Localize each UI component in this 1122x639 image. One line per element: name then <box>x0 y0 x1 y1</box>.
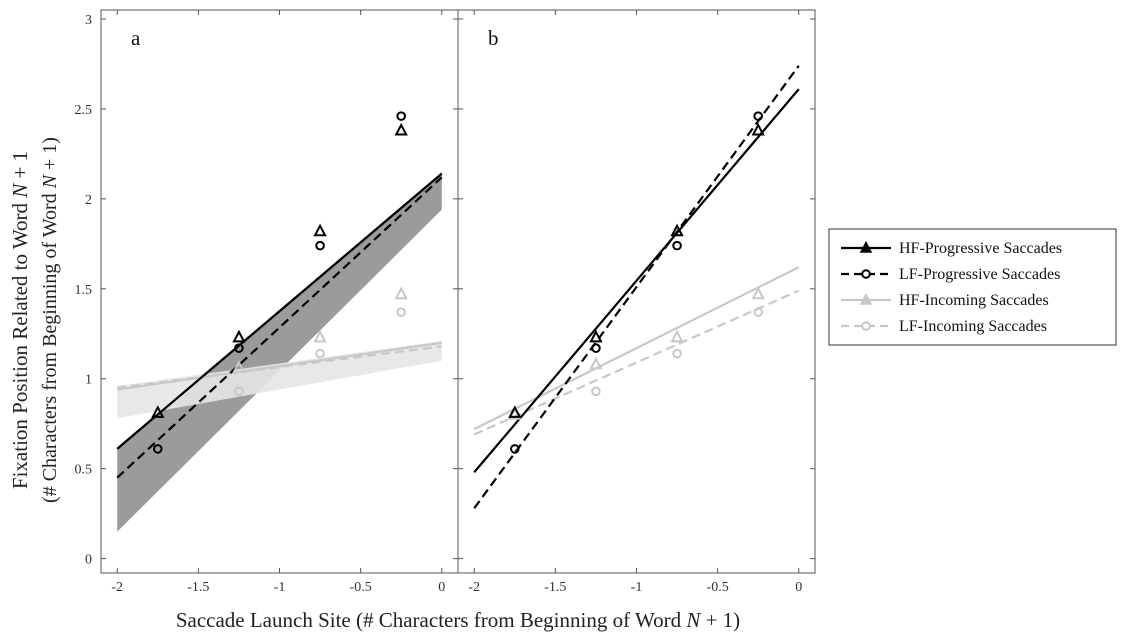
point-hf_progressive-a-3 <box>394 122 408 136</box>
x-axis-title: Saccade Launch Site (# Characters from B… <box>176 608 740 632</box>
y-tick-label-0: 0 <box>85 553 92 568</box>
line-lf_progressive-a <box>116 176 443 479</box>
line-hf_incoming-b <box>473 266 800 431</box>
legend-item-lf_incoming: LF-Incoming Saccades <box>841 318 1047 335</box>
legend-item-hf_incoming: HF-Incoming Saccades <box>841 292 1049 309</box>
point-hf_progressive-b-3 <box>751 122 765 136</box>
legend-label-hf_progressive: HF-Progressive Saccades <box>899 240 1062 257</box>
point-lf_progressive-a-2 <box>315 240 325 251</box>
legend-label-hf_incoming: HF-Incoming Saccades <box>899 292 1049 309</box>
legend-item-lf_progressive: LF-Progressive Saccades <box>841 266 1060 283</box>
x-tick-label-a-3: -0.5 <box>350 580 372 595</box>
y-tick-label-2: 1 <box>85 373 92 388</box>
legend-label-lf_progressive: LF-Progressive Saccades <box>899 266 1060 283</box>
line-hf_progressive-a <box>116 172 443 450</box>
line-hf_progressive-b <box>473 88 800 473</box>
y-tick-label-3: 1.5 <box>75 283 93 298</box>
point-hf_incoming-a-1 <box>313 329 327 343</box>
y-tick-label-5: 2.5 <box>75 103 93 118</box>
band-progressive-a <box>117 171 442 532</box>
legend: HF-Progressive Saccades LF-Progressive Sa… <box>828 228 1117 346</box>
point-lf_progressive-a-0 <box>152 444 163 454</box>
panel-label-a: a <box>131 26 141 50</box>
x-tick-label-b-2: -1 <box>631 580 643 595</box>
point-hf_progressive-b-0 <box>508 405 522 418</box>
point-hf_incoming-b-1 <box>589 356 603 370</box>
y-tick-label-1: 0.5 <box>75 463 93 478</box>
legend-label-lf_incoming: LF-Incoming Saccades <box>899 318 1047 335</box>
y-axis-title: Fixation Position Related to Word N + 1 <box>8 151 32 489</box>
point-lf_incoming-a-2 <box>396 307 407 317</box>
x-tick-label-a-0: -2 <box>111 580 123 595</box>
panel-frame-b <box>457 9 816 574</box>
point-lf_incoming-b-0 <box>591 386 601 397</box>
point-lf_progressive-a-3 <box>396 111 407 121</box>
point-hf_incoming-a-0 <box>232 360 246 373</box>
point-hf_incoming-b-3 <box>751 286 765 300</box>
x-tick-label-a-4: 0 <box>438 580 445 595</box>
panel-label-b: b <box>488 26 499 50</box>
point-lf_progressive-b-1 <box>591 343 601 353</box>
point-lf_progressive-a-1 <box>234 343 244 353</box>
point-hf_progressive-b-1 <box>589 329 603 343</box>
legend-marker-hf_progressive <box>859 240 873 253</box>
point-hf_progressive-b-2 <box>670 223 684 237</box>
x-tick-label-a-2: -1 <box>274 580 286 595</box>
panels-layer: -2 -1.5 -1 -0.5 0 0 0.5 1 1.5 2 2.5 3 a -2 -1.5 -1 -0.5 0… <box>75 9 816 595</box>
point-lf_incoming-b-2 <box>753 307 764 317</box>
line-lf_incoming-a <box>117 345 442 389</box>
legend-marker-lf_progressive <box>861 269 871 279</box>
y-tick-label-4: 2 <box>85 193 92 208</box>
x-tick-label-b-3: -0.5 <box>707 580 729 595</box>
line-hf_incoming-a <box>117 341 442 391</box>
y-axis-subtitle: (# Characters from Beginning of Word N +… <box>39 137 61 503</box>
point-lf_progressive-b-0 <box>509 444 520 454</box>
point-lf_progressive-b-2 <box>672 240 682 251</box>
point-lf_incoming-b-1 <box>672 348 682 359</box>
plot-area-a <box>116 111 443 532</box>
point-lf_incoming-a-0 <box>234 386 244 397</box>
point-hf_incoming-a-2 <box>394 286 408 300</box>
point-hf_progressive-a-0 <box>151 405 165 418</box>
point-hf_progressive-a-1 <box>232 329 246 343</box>
point-hf_incoming-b-2 <box>670 329 684 343</box>
legend-marker-hf_incoming <box>859 292 873 305</box>
plot-area-b <box>473 65 800 509</box>
x-tick-label-b-4: 0 <box>795 580 802 595</box>
legend-marker-lf_incoming <box>861 321 871 331</box>
point-hf_progressive-a-2 <box>313 223 327 237</box>
x-tick-label-b-0: -2 <box>468 580 480 595</box>
point-lf_incoming-a-1 <box>315 348 325 359</box>
point-lf_progressive-b-3 <box>753 111 764 121</box>
line-lf_progressive-b <box>473 65 800 509</box>
y-tick-label-6: 3 <box>85 13 92 28</box>
panel-a: -2 -1.5 -1 -0.5 0 0 0.5 1 1.5 2 2.5 3 a <box>75 9 459 595</box>
band-incoming-a <box>117 340 442 419</box>
line-lf_incoming-b <box>473 289 800 436</box>
legend-item-hf_progressive: HF-Progressive Saccades <box>841 240 1062 257</box>
panel-b: -2 -1.5 -1 -0.5 0 b <box>457 9 816 595</box>
x-tick-label-a-1: -1.5 <box>187 580 209 595</box>
x-tick-label-b-1: -1.5 <box>544 580 566 595</box>
